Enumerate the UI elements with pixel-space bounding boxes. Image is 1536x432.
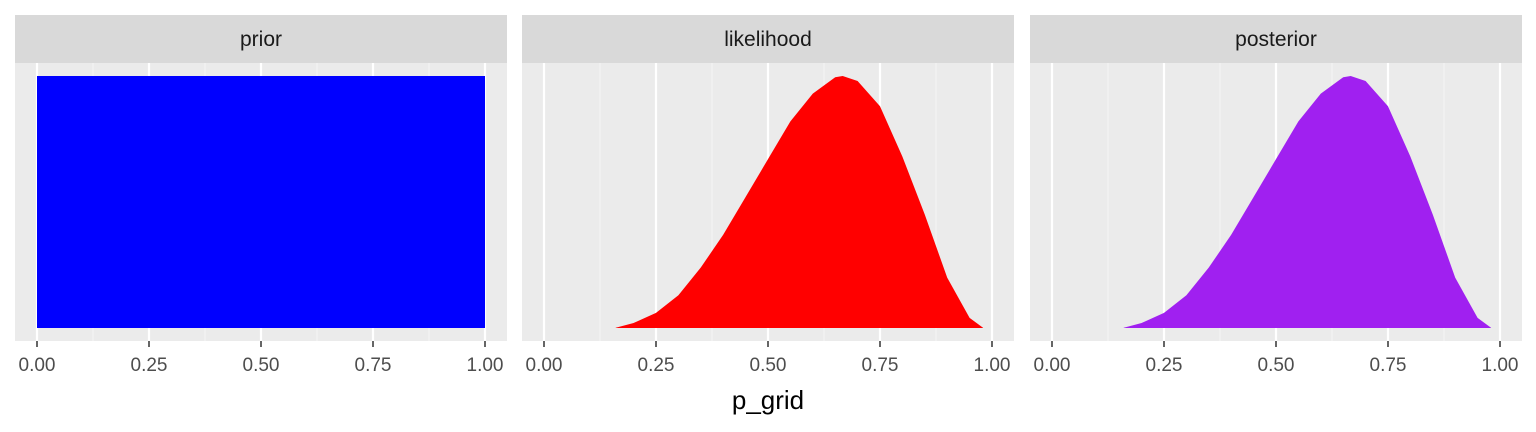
strip-label: prior: [240, 28, 282, 51]
strip-label: posterior: [1235, 28, 1317, 51]
strip-background: [1030, 15, 1522, 63]
x-tick-label: 1.00: [1482, 355, 1519, 376]
panel-likelihood: likelihood 0.00 0.25 0.50 0.75 1.00: [522, 15, 1014, 376]
x-axis-title: p_grid: [732, 385, 804, 415]
x-tick-label: 1.00: [467, 355, 504, 376]
strip-label: likelihood: [724, 28, 812, 51]
area-likelihood: [615, 76, 984, 328]
x-tick-label: 0.75: [355, 355, 392, 376]
panel-posterior: posterior 0.00 0.25 0.50 0.75 1.00: [1030, 15, 1522, 376]
x-tick-label: 0.75: [862, 355, 899, 376]
area-posterior: [1123, 76, 1492, 328]
area-prior: [37, 76, 485, 328]
x-tick-label: 0.25: [131, 355, 168, 376]
x-tick-label: 1.00: [974, 355, 1011, 376]
panel-prior: prior 0.00 0.25 0.50 0.75 1.00: [15, 15, 507, 376]
x-tick-label: 0.50: [750, 355, 787, 376]
x-tick-label: 0.50: [243, 355, 280, 376]
x-tick-label: 0.75: [1370, 355, 1407, 376]
x-tick-label: 0.25: [1146, 355, 1183, 376]
strip-background: [522, 15, 1014, 63]
x-tick-label: 0.50: [1258, 355, 1295, 376]
x-tick-label: 0.00: [526, 355, 563, 376]
strip-background: [15, 15, 507, 63]
panels-layer: prior 0.00 0.25 0.50 0.75 1.00 likelihood 0.00 0…: [15, 15, 1522, 376]
x-tick-label: 0.00: [19, 355, 56, 376]
x-tick-label: 0.25: [638, 355, 675, 376]
x-tick-label: 0.00: [1034, 355, 1071, 376]
